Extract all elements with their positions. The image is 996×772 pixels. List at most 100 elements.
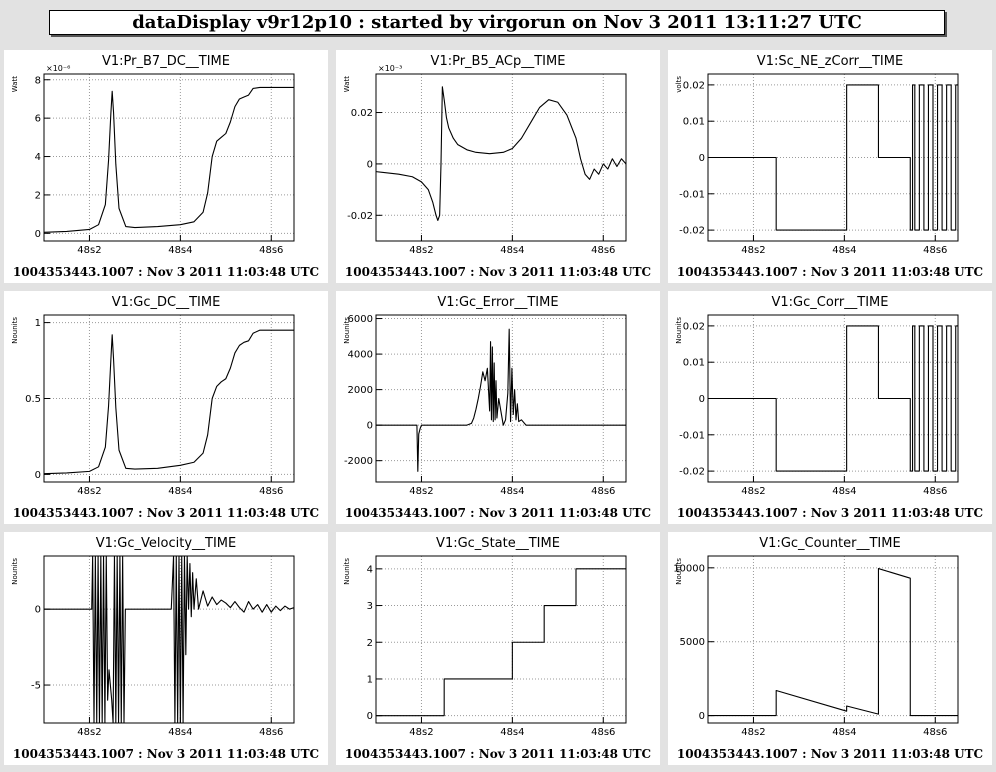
y-tick-label: -0.01 [679, 189, 705, 200]
y-tick-label: 0.02 [683, 80, 705, 91]
chart-svg: V1:Pr_B7_DC__TIME 48s2 48s4 48s6 0 2 4 6 8 Watt ×1… [11, 54, 319, 279]
series-line [708, 325, 958, 472]
y-tick-label: 0 [699, 153, 705, 164]
y-tick-label: 6000 [348, 314, 373, 325]
y-tick-label: 0.02 [351, 108, 373, 119]
timestamp-footer: 1004353443.1007 : Nov 3 2011 11:03:48 UT… [13, 265, 319, 279]
chart-svg: V1:Gc_State__TIME 48s2 48s4 48s6 0 1 2 3 4 Nounit… [343, 536, 651, 761]
series-line [44, 329, 294, 475]
chart-title: V1:Pr_B7_DC__TIME [102, 54, 230, 69]
y-tick-label: 0.02 [683, 321, 705, 332]
main-title: dataDisplay v9r12p10 : started by virgor… [49, 10, 945, 35]
plot-frame [43, 555, 295, 724]
plot-frame [375, 314, 627, 483]
x-tick-label: 48s4 [832, 245, 856, 256]
x-tick-label: 48s6 [259, 486, 283, 497]
plot-panel-4: V1:Gc_DC__TIME 48s2 48s4 48s6 0 0.5 1 Nounits 10… [4, 291, 328, 524]
y-axis-label: Nounits [11, 317, 19, 344]
y-axis-label: volts [675, 76, 683, 93]
y-tick-label: -2000 [344, 456, 373, 467]
y-tick-label: 0 [35, 470, 41, 481]
x-tick-label: 48s6 [923, 245, 947, 256]
plot-frame [43, 73, 295, 242]
chart-title: V1:Gc_State__TIME [436, 536, 560, 551]
x-tick-label: 48s6 [591, 727, 615, 738]
y-tick-label: 5000 [680, 637, 705, 648]
chart-svg: V1:Gc_Corr__TIME 48s2 48s4 48s6 -0.02 -0.01 0 0… [675, 295, 983, 520]
y-tick-label: 1 [367, 674, 373, 685]
chart-title: V1:Gc_Error__TIME [437, 295, 558, 310]
y-tick-label: -0.02 [679, 467, 705, 478]
plot-panel-7: V1:Gc_Velocity__TIME 48s2 48s4 48s6 -5 0 Nouni… [4, 532, 328, 765]
chart-title: V1:Gc_Corr__TIME [772, 295, 889, 310]
chart-svg: V1:Gc_Velocity__TIME 48s2 48s4 48s6 -5 0 Nouni… [11, 536, 319, 761]
chart-title: V1:Sc_NE_zCorr__TIME [757, 54, 903, 69]
chart-title: V1:Gc_Velocity__TIME [96, 536, 236, 551]
x-tick-label: 48s2 [77, 245, 101, 256]
x-tick-label: 48s6 [259, 727, 283, 738]
x-tick-label: 48s2 [741, 486, 765, 497]
x-tick-label: 48s4 [168, 245, 192, 256]
y-tick-label: 0.01 [683, 117, 705, 128]
series-line [44, 556, 294, 723]
plot-frame [375, 555, 627, 724]
y-tick-label: 0 [35, 605, 41, 616]
y-tick-label: 0 [367, 711, 373, 722]
x-tick-label: 48s2 [77, 486, 101, 497]
x-tick-label: 48s6 [923, 486, 947, 497]
x-tick-label: 48s6 [923, 727, 947, 738]
chart-svg: V1:Gc_DC__TIME 48s2 48s4 48s6 0 0.5 1 Nounits 10… [11, 295, 319, 520]
y-tick-label: -0.02 [679, 226, 705, 237]
y-axis-label: Nounits [675, 558, 683, 585]
series-line [376, 568, 626, 717]
series-line [708, 84, 958, 231]
x-tick-label: 48s2 [409, 245, 433, 256]
timestamp-footer: 1004353443.1007 : Nov 3 2011 11:03:48 UT… [677, 747, 983, 761]
x-tick-label: 48s4 [832, 727, 856, 738]
series-line [376, 86, 626, 221]
y-tick-label: 3 [367, 601, 373, 612]
plot-panel-2: V1:Pr_B5_ACp__TIME 48s2 48s4 48s6 -0.02 0 0.02… [336, 50, 660, 283]
y-tick-label: 2 [367, 638, 373, 649]
y-tick-label: 10000 [673, 563, 705, 574]
plot-panel-6: V1:Gc_Corr__TIME 48s2 48s4 48s6 -0.02 -0.01 0 0… [668, 291, 992, 524]
timestamp-footer: 1004353443.1007 : Nov 3 2011 11:03:48 UT… [13, 506, 319, 520]
x-tick-label: 48s4 [500, 486, 524, 497]
plot-frame [375, 73, 627, 242]
chart-title: V1:Gc_DC__TIME [112, 295, 221, 310]
y-exponent-label: ×10⁻⁶ [46, 64, 70, 73]
y-tick-label: 0 [699, 711, 705, 722]
timestamp-footer: 1004353443.1007 : Nov 3 2011 11:03:48 UT… [345, 747, 651, 761]
y-tick-label: 2 [35, 190, 41, 201]
x-tick-label: 48s4 [832, 486, 856, 497]
chart-svg: V1:Gc_Error__TIME 48s2 48s4 48s6 -2000 0 2000 4… [343, 295, 651, 520]
plot-panel-5: V1:Gc_Error__TIME 48s2 48s4 48s6 -2000 0 2000 4… [336, 291, 660, 524]
timestamp-footer: 1004353443.1007 : Nov 3 2011 11:03:48 UT… [677, 265, 983, 279]
chart-svg: V1:Gc_Counter__TIME 48s2 48s4 48s6 0 5000 1000… [673, 536, 983, 761]
series-line [376, 328, 626, 472]
series-line [44, 86, 294, 233]
y-tick-label: 1 [35, 318, 41, 329]
x-tick-label: 48s6 [591, 486, 615, 497]
y-tick-label: 0 [367, 421, 373, 432]
x-tick-label: 48s6 [591, 245, 615, 256]
y-axis-label: Nounits [11, 558, 19, 585]
plot-panel-1: V1:Pr_B7_DC__TIME 48s2 48s4 48s6 0 2 4 6 8 Watt ×1… [4, 50, 328, 283]
y-tick-label: 0.5 [25, 394, 41, 405]
y-tick-label: 2000 [348, 385, 373, 396]
y-axis-label: Nounits [343, 558, 351, 585]
y-tick-label: 0 [367, 159, 373, 170]
plot-frame [707, 555, 959, 724]
y-tick-label: 4 [35, 152, 41, 163]
x-tick-label: 48s4 [168, 727, 192, 738]
plot-frame [43, 314, 295, 483]
y-tick-label: 6 [35, 114, 41, 125]
y-tick-label: 4 [367, 564, 373, 575]
y-tick-label: 0.01 [683, 358, 705, 369]
plot-panel-3: V1:Sc_NE_zCorr__TIME 48s2 48s4 48s6 -0.02 -0.… [668, 50, 992, 283]
x-tick-label: 48s4 [500, 245, 524, 256]
timestamp-footer: 1004353443.1007 : Nov 3 2011 11:03:48 UT… [345, 506, 651, 520]
chart-title: V1:Gc_Counter__TIME [759, 536, 900, 551]
y-tick-label: 0 [699, 394, 705, 405]
timestamp-footer: 1004353443.1007 : Nov 3 2011 11:03:48 UT… [677, 506, 983, 520]
